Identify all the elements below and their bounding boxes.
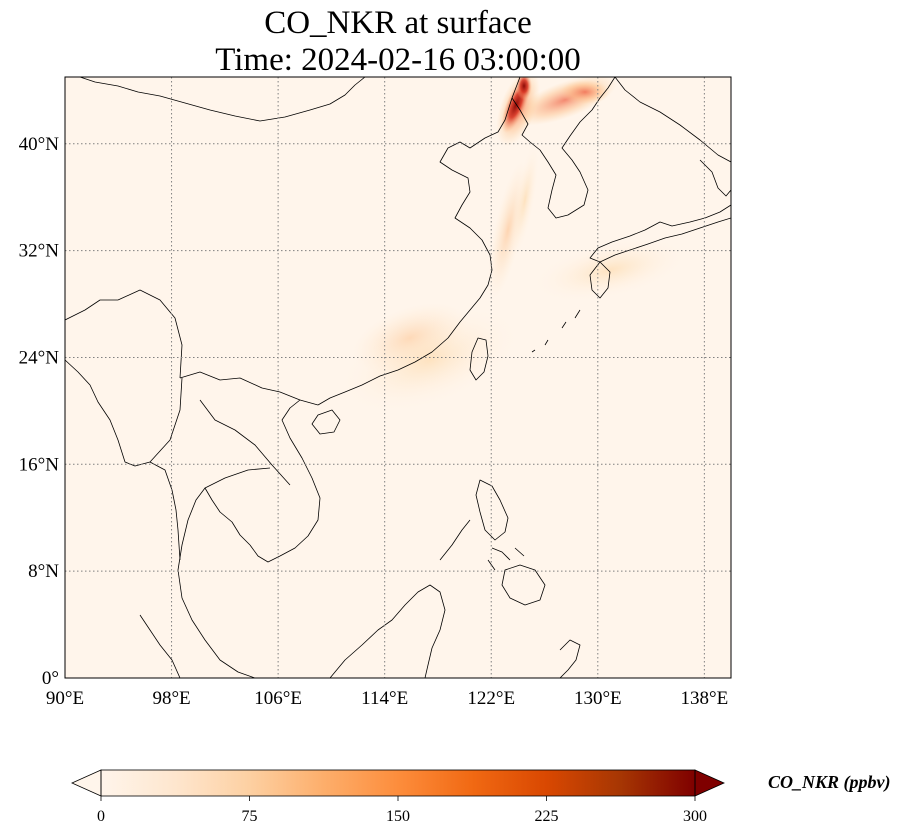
coast-japan-honshu <box>589 204 731 263</box>
coast-taiwan <box>469 337 489 381</box>
y-tick-label: 32°N <box>19 241 60 262</box>
coast-sumatra <box>139 614 181 678</box>
coast-korea <box>511 77 616 219</box>
x-tick-label: 130°E <box>574 688 622 709</box>
coast-indochina <box>249 399 321 563</box>
border-mongolia <box>79 77 366 122</box>
coast-ryukyu <box>531 309 581 353</box>
colorbar-tick-label: 0 <box>97 808 105 825</box>
plume-korea-strait-streak-2 <box>510 140 540 260</box>
colorbar-ticks: 0 75 150 225 300 <box>97 796 707 825</box>
coast-japan-north <box>699 159 731 197</box>
gridlines <box>65 77 731 678</box>
x-tick-label: 98°E <box>152 688 190 709</box>
x-axis-ticks: 90°E 98°E 106°E 114°E 122°E 130°E 138°E <box>46 688 728 709</box>
plume-sea-of-japan-outflow <box>531 237 689 303</box>
map-area <box>65 77 731 678</box>
x-tick-label: 90°E <box>46 688 84 709</box>
plume-northeast-china-band-2 <box>560 80 610 104</box>
colorbar-extend-max <box>694 769 725 797</box>
coast-sulawesi <box>559 639 581 678</box>
colorbar: 0 75 150 225 300 CO_NKR (ppbv) <box>71 769 891 825</box>
coast-china-mainland <box>317 77 521 406</box>
coast-gulf-thailand <box>177 487 256 678</box>
plume-korea-north-hot-2 <box>516 77 532 100</box>
map-title-line2: Time: 2024-02-16 03:00:00 <box>215 42 581 78</box>
y-tick-label: 40°N <box>19 134 60 155</box>
y-tick-label: 0° <box>42 668 59 689</box>
coast-luzon <box>475 479 509 541</box>
coast-palawan <box>439 519 471 561</box>
map-title-line1: CO_NKR at surface <box>264 5 532 41</box>
y-tick-label: 24°N <box>19 347 60 368</box>
coast-russia-far-east <box>614 77 731 163</box>
colorbar-extend-min <box>71 769 102 797</box>
coast-borneo <box>329 584 446 678</box>
x-tick-label: 138°E <box>681 688 729 709</box>
map-frame <box>64 76 732 679</box>
colorbar-tick-label: 225 <box>535 808 559 825</box>
coastlines <box>65 77 731 678</box>
x-tick-label: 106°E <box>254 688 302 709</box>
coast-hainan <box>311 409 341 435</box>
x-tick-label: 122°E <box>467 688 515 709</box>
border-indochina <box>65 289 301 489</box>
x-tick-label: 114°E <box>361 688 408 709</box>
coast-mindanao <box>501 564 546 606</box>
coast-japan-kyushu <box>589 261 611 299</box>
colorbar-gradient <box>101 770 695 796</box>
y-tick-label: 8°N <box>28 561 59 582</box>
colorbar-tick-label: 300 <box>683 808 707 825</box>
colorbar-label: CO_NKR (ppbv) <box>768 772 891 793</box>
y-tick-label: 16°N <box>19 454 60 475</box>
colorbar-tick-label: 150 <box>386 808 410 825</box>
colorbar-tick-label: 75 <box>242 808 258 825</box>
y-axis-ticks: 0° 8°N 16°N 24°N 32°N 40°N <box>19 134 60 689</box>
